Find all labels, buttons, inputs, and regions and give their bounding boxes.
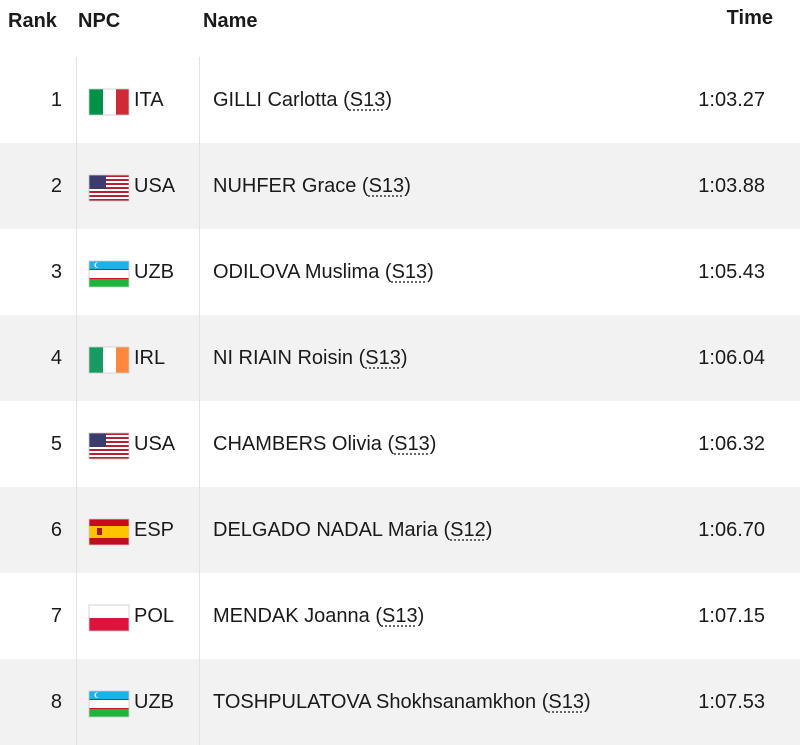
npc-cell: UZB	[76, 229, 200, 315]
table-row: 2 USA NUHFER Grace (S13) 1:03.88	[0, 143, 800, 229]
bracket: (	[387, 433, 395, 455]
time: 1:06.32	[698, 433, 765, 455]
sport-class: S13	[381, 605, 418, 627]
npc-cell: ESP	[76, 487, 200, 573]
rank: 7	[50, 605, 62, 627]
bracket: )	[417, 605, 425, 627]
athlete-name: DELGADO NADAL Maria	[213, 519, 438, 541]
rank: 3	[50, 261, 62, 283]
table-row: 7 POL MENDAK Joanna (S13) 1:07.15	[0, 573, 800, 659]
bracket: )	[583, 691, 591, 713]
athlete: GILLI Carlotta (S13)	[213, 57, 392, 143]
rank: 6	[50, 519, 62, 541]
bracket: (	[361, 175, 369, 197]
athlete-name: GILLI Carlotta	[213, 89, 338, 111]
athlete-name: MENDAK Joanna	[213, 605, 370, 627]
table-row: 8 UZB TOSHPULATOVA Shokhsanamkhon (S13) 1:0…	[0, 659, 800, 745]
header-rank: Rank	[8, 10, 57, 32]
npc-cell: UZB	[76, 659, 200, 745]
rank: 8	[50, 691, 62, 713]
bracket: )	[485, 519, 493, 541]
flag	[88, 174, 130, 202]
time: 1:05.43	[698, 261, 765, 283]
sport-class: S13	[548, 691, 584, 713]
athlete: NUHFER Grace (S13)	[213, 143, 411, 229]
time: 1:06.70	[698, 519, 765, 541]
table-row: 6 ESP DELGADO NADAL Maria (S12) 1:06.70	[0, 487, 800, 573]
athlete-name: NUHFER Grace	[213, 175, 357, 197]
flag	[88, 260, 130, 288]
athlete: TOSHPULATOVA Shokhsanamkhon (S13)	[213, 659, 591, 745]
bracket: )	[429, 433, 437, 455]
athlete: NI RIAIN Roisin (S13)	[213, 315, 408, 401]
rank: 1	[50, 89, 62, 111]
sport-class: S13	[368, 175, 405, 197]
time: 1:07.53	[698, 691, 765, 713]
bracket: )	[400, 347, 408, 369]
bracket: )	[427, 261, 434, 283]
athlete-name: TOSHPULATOVA Shokhsanamkhon	[213, 691, 537, 713]
rank: 2	[50, 175, 62, 197]
bracket: (	[343, 89, 350, 111]
bracket: )	[385, 89, 393, 111]
npc-code: USA	[134, 175, 176, 197]
athlete: MENDAK Joanna (S13)	[213, 573, 424, 659]
flag	[88, 690, 130, 718]
table-row: 4 IRL NI RIAIN Roisin (S13) 1:06.04	[0, 315, 800, 401]
athlete: DELGADO NADAL Maria (S12)	[213, 487, 492, 573]
bracket: )	[404, 175, 411, 197]
time: 1:03.27	[698, 89, 765, 111]
sport-class: S12	[450, 519, 486, 541]
bracket: (	[375, 605, 382, 627]
npc-code: ESP	[134, 519, 175, 541]
athlete: CHAMBERS Olivia (S13)	[213, 401, 436, 487]
table-row: 1 ITA GILLI Carlotta (S13) 1:03.27	[0, 57, 800, 143]
header-time: Time	[726, 7, 773, 29]
rank: 5	[50, 433, 62, 455]
header-npc: NPC	[78, 10, 121, 32]
table-row: 5 USA CHAMBERS Olivia (S13) 1:06.32	[0, 401, 800, 487]
flag	[88, 346, 130, 374]
header-name: Name	[203, 10, 258, 32]
athlete-name: ODILOVA Muslima	[213, 261, 380, 283]
npc-code: ITA	[134, 89, 164, 111]
rank: 4	[50, 347, 62, 369]
flag	[88, 432, 130, 460]
sport-class: S13	[365, 347, 401, 369]
sport-class: S13	[349, 89, 386, 111]
time: 1:06.04	[698, 347, 765, 369]
bracket: (	[358, 347, 366, 369]
npc-code: USA	[134, 433, 176, 455]
athlete: ODILOVA Muslima (S13)	[213, 229, 434, 315]
npc-code: UZB	[134, 261, 174, 283]
sport-class: S13	[394, 433, 430, 455]
athlete-name: NI RIAIN Roisin	[213, 347, 354, 369]
bracket: (	[384, 261, 392, 283]
sport-class: S13	[391, 261, 428, 283]
flag	[88, 518, 130, 546]
table-header: Rank NPC Name Time	[0, 0, 800, 57]
npc-cell: IRL	[76, 315, 200, 401]
npc-code: POL	[134, 605, 175, 627]
npc-cell: USA	[76, 401, 200, 487]
time: 1:03.88	[698, 175, 765, 197]
time: 1:07.15	[698, 605, 765, 627]
npc-cell: ITA	[76, 57, 200, 143]
table-row: 3 UZB ODILOVA Muslima (S13) 1:05.43	[0, 229, 800, 315]
npc-cell: POL	[76, 573, 200, 659]
npc-cell: USA	[76, 143, 200, 229]
bracket: (	[541, 691, 549, 713]
npc-code: IRL	[134, 347, 166, 369]
bracket: (	[443, 519, 451, 541]
flag	[88, 604, 130, 632]
flag	[88, 88, 130, 116]
athlete-name: CHAMBERS Olivia	[213, 433, 382, 455]
npc-code: UZB	[134, 691, 174, 713]
